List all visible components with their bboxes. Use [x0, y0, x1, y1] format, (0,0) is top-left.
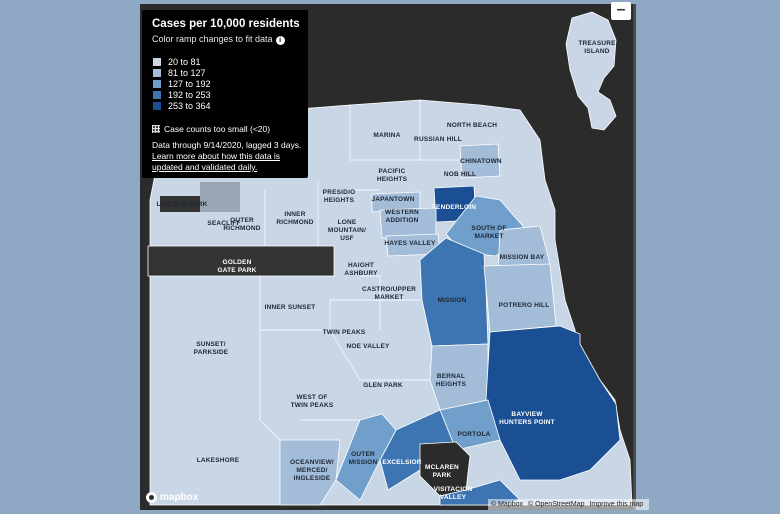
bin-label: 253 to 364: [168, 100, 211, 111]
legend-subtitle-row: Color ramp changes to fit data i: [152, 34, 285, 45]
bin-label: 192 to 253: [168, 89, 211, 100]
data-through-text: Data through 9/14/2020, lagged 3 days.: [152, 140, 302, 150]
small-counts-row: Case counts too small (<20): [152, 124, 270, 134]
label-mission-bay: MISSION BAY: [499, 254, 545, 261]
bin-label: 20 to 81: [168, 56, 201, 67]
label-chinatown: CHINATOWN: [460, 158, 502, 165]
label-pacific-heights: PACIFIC HEIGHTS: [376, 168, 408, 183]
bin-swatch: [152, 56, 162, 67]
label-lone-mountain: LONE MOUNTAIN/ USF: [327, 219, 367, 242]
legend-panel: Cases per 10,000 residents Color ramp ch…: [142, 10, 308, 178]
label-oceanview: OCEANVIEW/ MERCED/ INGLESIDE: [290, 459, 334, 482]
bin-swatch: [152, 67, 162, 78]
label-lincoln-park: LINCOLN PARK: [156, 201, 208, 208]
label-outer-richmond: OUTER RICHMOND: [223, 217, 261, 232]
label-mission: MISSION: [437, 297, 467, 304]
small-counts-label: Case counts too small (<20): [164, 124, 271, 134]
seacliff-shape: [200, 182, 240, 212]
bin-swatch: [152, 100, 162, 111]
legend-note: Data through 9/14/2020, lagged 3 days. L…: [152, 140, 304, 173]
legend-bin: 192 to 253: [152, 89, 211, 100]
mapbox-logo[interactable]: mapbox: [146, 492, 198, 503]
label-south-of-market: SOUTH OF MARKET: [471, 225, 507, 240]
label-hayes-valley: HAYES VALLEY: [384, 240, 436, 247]
label-north-beach: NORTH BEACH: [446, 122, 498, 129]
label-bayview: BAYVIEW HUNTERS POINT: [499, 411, 555, 426]
label-golden-gate-park: GOLDEN GATE PARK: [217, 259, 257, 274]
label-japantown: JAPANTOWN: [371, 196, 415, 203]
label-visitacion-valley: VISITACION VALLEY: [433, 486, 473, 501]
label-presidio-heights: PRESIDIO HEIGHTS: [322, 189, 356, 204]
hatch-swatch: [152, 125, 160, 133]
label-twin-peaks: TWIN PEAKS: [322, 329, 366, 336]
label-noe-valley: NOE VALLEY: [346, 343, 390, 350]
label-marina: MARINA: [373, 132, 401, 139]
label-tenderloin: TENDERLOIN: [431, 204, 477, 211]
label-treasure-island: TREASURE ISLAND: [578, 40, 616, 55]
label-west-of-twin-peaks: WEST OF TWIN PEAKS: [290, 394, 334, 409]
learn-more-link[interactable]: Learn more about how this data is update…: [152, 151, 281, 172]
scrollbar[interactable]: [633, 4, 636, 510]
district-lines: [259, 100, 460, 441]
legend-bin: 253 to 364: [152, 100, 211, 111]
legend-bin: 81 to 127: [152, 67, 211, 78]
label-lakeshore: LAKESHORE: [196, 457, 240, 464]
improve-map-link[interactable]: Improve this map: [589, 501, 644, 508]
label-bernal-heights: BERNAL HEIGHTS: [435, 373, 467, 388]
golden-gate-park-shape: [147, 245, 335, 277]
legend-bin: 127 to 192: [152, 78, 211, 89]
attribution-osm[interactable]: © OpenStreetMap: [527, 501, 585, 508]
label-western-addition: WESTERN ADDITION: [385, 209, 419, 224]
lincoln-park-shape: [160, 196, 204, 212]
bin-swatch: [152, 89, 162, 100]
potrero-hill-shape: [483, 263, 557, 333]
legend-title: Cases per 10,000 residents: [152, 18, 300, 30]
label-glen-park: GLEN PARK: [363, 382, 403, 389]
label-inner-richmond: INNER RICHMOND: [276, 211, 314, 226]
label-excelsior: EXCELSIOR: [382, 459, 422, 466]
chinatown-shape: [459, 143, 501, 179]
label-portola: PORTOLA: [457, 431, 491, 438]
mission-shape: [419, 237, 489, 347]
bin-swatch: [152, 78, 162, 89]
label-russian-hill: RUSSIAN HILL: [414, 136, 462, 143]
zoom-out-button[interactable]: –: [611, 2, 631, 20]
label-outer-mission: OUTER MISSION: [348, 451, 378, 466]
info-icon[interactable]: i: [275, 36, 285, 45]
bin-label: 81 to 127: [168, 67, 206, 78]
map-canvas[interactable]: TREASURE ISLAND NORTH BEACH MARINA RUSSI…: [140, 4, 636, 510]
label-sunset-parkside: SUNSET/ PARKSIDE: [193, 341, 229, 356]
mapbox-icon: [146, 492, 157, 503]
attribution-bar: © Mapbox © OpenStreetMap Improve this ma…: [488, 499, 650, 510]
label-castro: CASTRO/UPPER MARKET: [361, 286, 417, 301]
label-inner-sunset: INNER SUNSET: [264, 304, 316, 311]
mapbox-logo-text: mapbox: [160, 492, 199, 503]
treasure-island-shape: [565, 11, 617, 131]
bin-label: 127 to 192: [168, 78, 211, 89]
oceanview-shape: [279, 439, 341, 506]
legend-bins: 20 to 81 81 to 127 127 to 192 192 to 253…: [152, 56, 211, 111]
label-potrero-hill: POTRERO HILL: [498, 302, 550, 309]
label-mclaren-park: MCLAREN PARK: [425, 464, 459, 479]
legend-subtitle: Color ramp changes to fit data: [152, 34, 273, 44]
attribution-mapbox[interactable]: © Mapbox: [491, 501, 524, 508]
label-seacliff: SEACLIFF: [207, 220, 241, 227]
label-nob-hill: NOB HILL: [443, 171, 477, 178]
legend-bin: 20 to 81: [152, 56, 211, 67]
label-haight-ashbury: HAIGHT ASHBURY: [344, 262, 378, 277]
